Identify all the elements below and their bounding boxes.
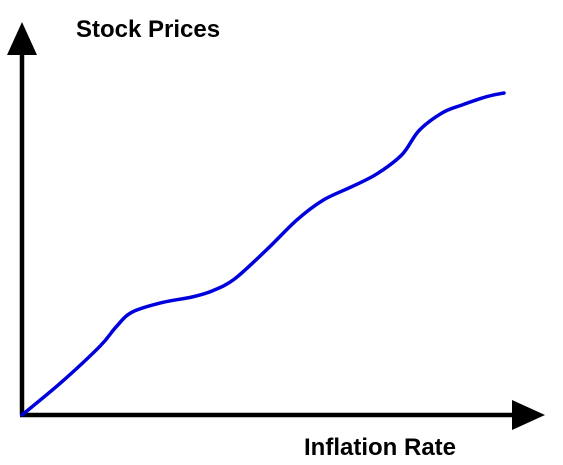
data-point-7 [210, 289, 214, 293]
x-axis-label: Inflation Rate [304, 434, 456, 461]
data-point-6 [190, 295, 194, 299]
data-point-8 [233, 277, 237, 281]
data-point-10 [295, 218, 299, 222]
data-point-11 [321, 198, 325, 202]
data-point-16 [440, 111, 444, 115]
data-point-17 [460, 103, 464, 107]
data-point-3 [114, 325, 118, 329]
y-axis-label: Stock Prices [76, 16, 220, 43]
data-point-13 [375, 172, 379, 176]
axes [7, 22, 545, 430]
series-line [20, 91, 506, 417]
data-point-2 [98, 344, 102, 348]
data-point-0 [20, 413, 24, 417]
y-axis-arrow [7, 22, 37, 55]
data-point-4 [130, 310, 134, 314]
data-point-18 [485, 95, 489, 99]
data-point-14 [400, 153, 404, 157]
data-point-1 [59, 381, 63, 385]
data-point-5 [160, 301, 164, 305]
data-point-15 [417, 129, 421, 133]
x-axis-arrow [512, 400, 545, 430]
data-point-19 [502, 91, 506, 95]
data-point-12 [350, 185, 354, 189]
data-point-9 [265, 247, 269, 251]
